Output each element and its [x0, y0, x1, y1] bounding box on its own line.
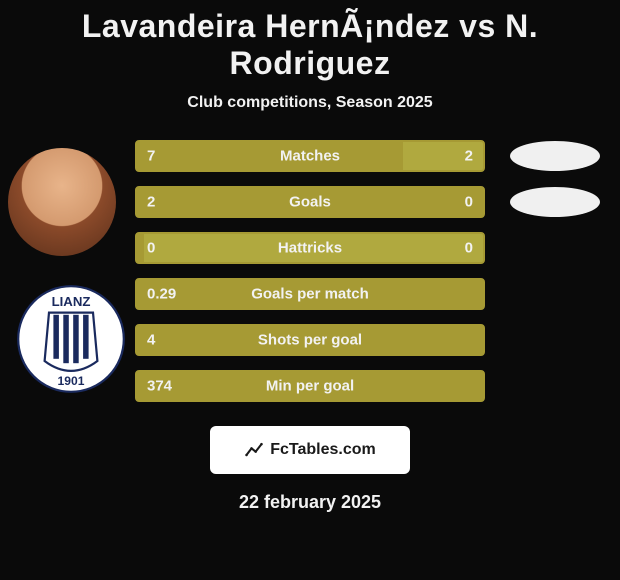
- value-right: 2: [465, 148, 473, 165]
- comparison-card: Lavandeira HernÃ¡ndez vs N. Rodriguez Cl…: [0, 0, 620, 580]
- svg-text:1901: 1901: [58, 374, 85, 388]
- metric-row: 374 Min per goal: [135, 370, 485, 402]
- avatar-placeholder-icon: [8, 148, 116, 256]
- bar-left: [137, 234, 144, 262]
- player-avatar: [8, 148, 116, 256]
- metric-label: Min per goal: [266, 378, 354, 395]
- club-crest-icon: LIANZ 1901: [16, 284, 126, 394]
- bar-left: [137, 142, 403, 170]
- metric-row: 7 2 Matches: [135, 140, 485, 172]
- value-right: 0: [465, 240, 473, 257]
- metric-label: Hattricks: [278, 240, 342, 257]
- value-left: 4: [147, 332, 155, 349]
- value-left: 2: [147, 194, 155, 211]
- value-left: 374: [147, 378, 172, 395]
- metric-rows: 7 2 Matches 2 0 Goals 0 0 Hattricks 0.29 Goals per…: [135, 140, 485, 402]
- metric-label: Goals per match: [251, 286, 369, 303]
- source-badge-label: FcTables.com: [270, 441, 376, 459]
- metric-row: 2 0 Goals: [135, 186, 485, 218]
- metric-row: 4 Shots per goal: [135, 324, 485, 356]
- page-title: Lavandeira HernÃ¡ndez vs N. Rodriguez: [0, 8, 620, 82]
- value-left: 0.29: [147, 286, 176, 303]
- metric-label: Shots per goal: [258, 332, 362, 349]
- club-crest: LIANZ 1901: [16, 284, 126, 394]
- subtitle: Club competitions, Season 2025: [0, 94, 620, 112]
- metric-row: 0 0 Hattricks: [135, 232, 485, 264]
- chart-icon: [244, 440, 264, 460]
- metric-label: Goals: [289, 194, 331, 211]
- svg-text:LIANZ: LIANZ: [52, 294, 91, 309]
- winner-chip: [510, 187, 600, 217]
- date-label: 22 february 2025: [0, 492, 620, 513]
- winner-chip: [510, 141, 600, 171]
- value-right: 0: [465, 194, 473, 211]
- metric-row: 0.29 Goals per match: [135, 278, 485, 310]
- source-badge[interactable]: FcTables.com: [210, 426, 410, 474]
- metric-label: Matches: [280, 148, 340, 165]
- value-left: 7: [147, 148, 155, 165]
- value-left: 0: [147, 240, 155, 257]
- content-area: LIANZ 1901 7 2 Matches 2 0 Goals 0 0 Hattricks 0.…: [0, 140, 620, 402]
